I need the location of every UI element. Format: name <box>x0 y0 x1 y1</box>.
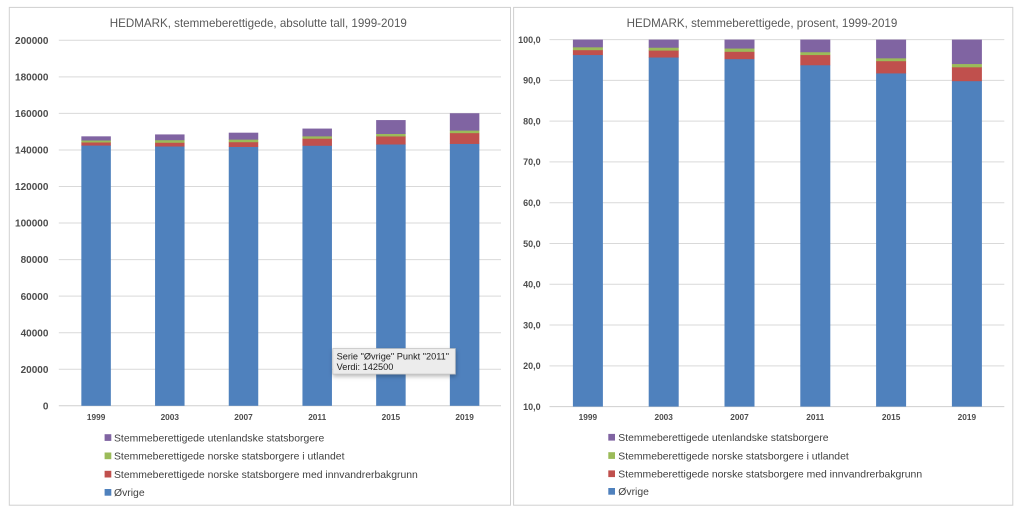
svg-text:2019: 2019 <box>455 412 474 422</box>
svg-text:2007: 2007 <box>234 412 253 422</box>
svg-text:90,0: 90,0 <box>523 76 541 86</box>
svg-text:20000: 20000 <box>21 365 49 376</box>
svg-text:2003: 2003 <box>161 412 180 422</box>
svg-text:120000: 120000 <box>15 182 49 193</box>
svg-text:180000: 180000 <box>15 72 49 83</box>
svg-text:Øvrige: Øvrige <box>114 488 145 499</box>
svg-text:2011: 2011 <box>308 412 326 422</box>
svg-text:Serie "Øvrige" Punkt "2011": Serie "Øvrige" Punkt "2011" <box>337 351 449 361</box>
svg-text:2011: 2011 <box>806 412 824 422</box>
svg-text:100000: 100000 <box>15 219 49 230</box>
svg-text:20,0: 20,0 <box>523 361 541 371</box>
svg-text:40000: 40000 <box>21 328 49 339</box>
svg-text:2015: 2015 <box>882 412 901 422</box>
svg-text:Stemmeberettigede utenlandske: Stemmeberettigede utenlandske statsborge… <box>114 433 324 444</box>
svg-text:100,0: 100,0 <box>518 35 541 45</box>
svg-text:Stemmeberettigede norske stats: Stemmeberettigede norske statsborgere me… <box>114 470 418 481</box>
svg-text:HEDMARK, stemmeberettigede, pr: HEDMARK, stemmeberettigede, prosent, 199… <box>627 17 898 30</box>
svg-text:Stemmeberettigede norske stats: Stemmeberettigede norske statsborgere i … <box>114 452 345 463</box>
svg-text:50,0: 50,0 <box>523 239 541 249</box>
svg-text:60000: 60000 <box>21 292 49 303</box>
svg-text:HEDMARK, stemmeberettigede, ab: HEDMARK, stemmeberettigede, absolutte ta… <box>110 17 407 30</box>
svg-text:2019: 2019 <box>958 412 977 422</box>
svg-text:80000: 80000 <box>21 255 49 266</box>
svg-text:0: 0 <box>43 401 49 412</box>
svg-text:160000: 160000 <box>15 109 49 120</box>
svg-text:1999: 1999 <box>579 412 598 422</box>
svg-text:140000: 140000 <box>15 146 49 157</box>
svg-text:Stemmeberettigede utenlandske: Stemmeberettigede utenlandske statsborge… <box>618 433 828 444</box>
svg-text:Stemmeberettigede norske stats: Stemmeberettigede norske statsborgere me… <box>618 470 922 481</box>
svg-text:2015: 2015 <box>382 412 401 422</box>
svg-text:40,0: 40,0 <box>523 280 541 290</box>
svg-text:30,0: 30,0 <box>523 320 541 330</box>
svg-text:Verdi: 142500: Verdi: 142500 <box>337 362 394 372</box>
svg-text:Stemmeberettigede norske stats: Stemmeberettigede norske statsborgere i … <box>618 451 849 462</box>
svg-text:60,0: 60,0 <box>523 198 541 208</box>
svg-text:70,0: 70,0 <box>523 157 541 167</box>
svg-text:80,0: 80,0 <box>523 116 541 126</box>
svg-text:2007: 2007 <box>730 412 749 422</box>
svg-text:10,0: 10,0 <box>523 402 541 412</box>
svg-text:2003: 2003 <box>654 412 673 422</box>
svg-text:1999: 1999 <box>87 412 106 422</box>
svg-text:200000: 200000 <box>15 36 49 47</box>
svg-text:Øvrige: Øvrige <box>618 487 649 498</box>
